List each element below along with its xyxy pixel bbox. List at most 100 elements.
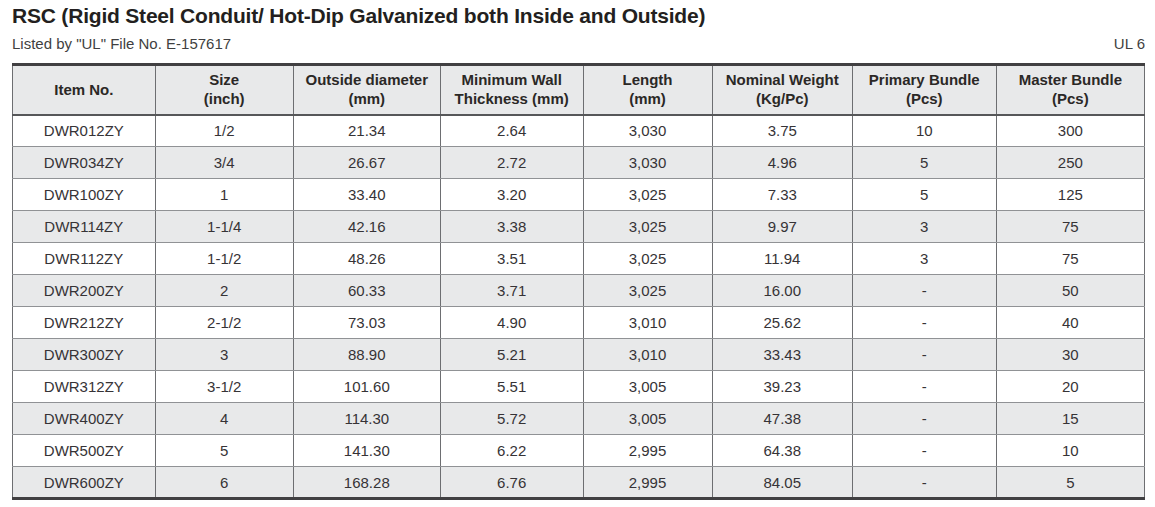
table-row: DWR112ZY 1-1/2 48.26 3.51 3,025 11.94 3 … [13, 243, 1145, 275]
cell-master-bundle: 75 [996, 211, 1144, 243]
cell-size: 6 [155, 467, 293, 499]
cell-outside-diameter: 33.40 [293, 179, 440, 211]
cell-item-no: DWR200ZY [13, 275, 156, 307]
cell-length: 2,995 [583, 467, 712, 499]
cell-outside-diameter: 42.16 [293, 211, 440, 243]
cell-nominal-weight: 47.38 [712, 403, 852, 435]
cell-primary-bundle: - [852, 371, 996, 403]
cell-primary-bundle: 10 [852, 115, 996, 147]
cell-nominal-weight: 11.94 [712, 243, 852, 275]
cell-nominal-weight: 4.96 [712, 147, 852, 179]
table-row: DWR012ZY 1/2 21.34 2.64 3,030 3.75 10 30… [13, 115, 1145, 147]
cell-item-no: DWR312ZY [13, 371, 156, 403]
cell-primary-bundle: - [852, 467, 996, 499]
cell-nominal-weight: 7.33 [712, 179, 852, 211]
cell-outside-diameter: 141.30 [293, 435, 440, 467]
cell-master-bundle: 75 [996, 243, 1144, 275]
cell-length: 3,010 [583, 339, 712, 371]
table-row: DWR600ZY 6 168.28 6.76 2,995 84.05 - 5 [13, 467, 1145, 499]
col-header-item-no: Item No. [13, 65, 156, 115]
cell-wall-thickness: 6.22 [440, 435, 583, 467]
cell-wall-thickness: 4.90 [440, 307, 583, 339]
cell-outside-diameter: 88.90 [293, 339, 440, 371]
table-row: DWR212ZY 2-1/2 73.03 4.90 3,010 25.62 - … [13, 307, 1145, 339]
cell-item-no: DWR112ZY [13, 243, 156, 275]
cell-length: 3,030 [583, 115, 712, 147]
col-header-master-bundle: Master Bundle (Pcs) [996, 65, 1144, 115]
cell-size: 1-1/2 [155, 243, 293, 275]
cell-nominal-weight: 33.43 [712, 339, 852, 371]
col-header-outside-diameter: Outside diameter (mm) [293, 65, 440, 115]
cell-primary-bundle: - [852, 307, 996, 339]
cell-primary-bundle: - [852, 275, 996, 307]
cell-length: 3,025 [583, 275, 712, 307]
cell-wall-thickness: 3.38 [440, 211, 583, 243]
conduit-spec-table: Item No. Size (inch) Outside diameter (m… [12, 63, 1145, 500]
cell-size: 1-1/4 [155, 211, 293, 243]
cell-length: 3,030 [583, 147, 712, 179]
table-row: DWR034ZY 3/4 26.67 2.72 3,030 4.96 5 250 [13, 147, 1145, 179]
cell-size: 5 [155, 435, 293, 467]
cell-wall-thickness: 2.72 [440, 147, 583, 179]
cell-outside-diameter: 21.34 [293, 115, 440, 147]
standard-reference: UL 6 [1114, 35, 1145, 52]
cell-wall-thickness: 3.20 [440, 179, 583, 211]
cell-master-bundle: 250 [996, 147, 1144, 179]
cell-length: 2,995 [583, 435, 712, 467]
cell-outside-diameter: 168.28 [293, 467, 440, 499]
cell-nominal-weight: 25.62 [712, 307, 852, 339]
cell-size: 3/4 [155, 147, 293, 179]
cell-wall-thickness: 5.72 [440, 403, 583, 435]
cell-length: 3,005 [583, 403, 712, 435]
cell-nominal-weight: 3.75 [712, 115, 852, 147]
cell-nominal-weight: 16.00 [712, 275, 852, 307]
cell-wall-thickness: 5.51 [440, 371, 583, 403]
cell-wall-thickness: 3.51 [440, 243, 583, 275]
cell-length: 3,025 [583, 211, 712, 243]
cell-master-bundle: 5 [996, 467, 1144, 499]
cell-wall-thickness: 3.71 [440, 275, 583, 307]
cell-wall-thickness: 5.21 [440, 339, 583, 371]
table-row: DWR114ZY 1-1/4 42.16 3.38 3,025 9.97 3 7… [13, 211, 1145, 243]
cell-item-no: DWR034ZY [13, 147, 156, 179]
col-header-wall-thickness: Minimum Wall Thickness (mm) [440, 65, 583, 115]
cell-item-no: DWR212ZY [13, 307, 156, 339]
cell-master-bundle: 20 [996, 371, 1144, 403]
table-row: DWR100ZY 1 33.40 3.20 3,025 7.33 5 125 [13, 179, 1145, 211]
cell-item-no: DWR012ZY [13, 115, 156, 147]
subtitle-row: Listed by "UL" File No. E-157617 UL 6 [12, 35, 1145, 52]
cell-master-bundle: 15 [996, 403, 1144, 435]
cell-length: 3,025 [583, 179, 712, 211]
cell-master-bundle: 10 [996, 435, 1144, 467]
cell-outside-diameter: 60.33 [293, 275, 440, 307]
cell-nominal-weight: 39.23 [712, 371, 852, 403]
cell-primary-bundle: 5 [852, 179, 996, 211]
col-header-nominal-weight: Nominal Weight (Kg/Pc) [712, 65, 852, 115]
table-row: DWR200ZY 2 60.33 3.71 3,025 16.00 - 50 [13, 275, 1145, 307]
cell-length: 3,025 [583, 243, 712, 275]
cell-size: 1 [155, 179, 293, 211]
cell-primary-bundle: 3 [852, 243, 996, 275]
cell-size: 3 [155, 339, 293, 371]
table-row: DWR300ZY 3 88.90 5.21 3,010 33.43 - 30 [13, 339, 1145, 371]
cell-size: 4 [155, 403, 293, 435]
cell-outside-diameter: 114.30 [293, 403, 440, 435]
cell-outside-diameter: 48.26 [293, 243, 440, 275]
page-title: RSC (Rigid Steel Conduit/ Hot-Dip Galvan… [12, 4, 1145, 28]
cell-outside-diameter: 73.03 [293, 307, 440, 339]
cell-size: 3-1/2 [155, 371, 293, 403]
cell-size: 2-1/2 [155, 307, 293, 339]
cell-item-no: DWR100ZY [13, 179, 156, 211]
cell-item-no: DWR114ZY [13, 211, 156, 243]
cell-primary-bundle: 3 [852, 211, 996, 243]
cell-length: 3,010 [583, 307, 712, 339]
cell-primary-bundle: - [852, 435, 996, 467]
cell-size: 2 [155, 275, 293, 307]
cell-item-no: DWR500ZY [13, 435, 156, 467]
catalog-page: RSC (Rigid Steel Conduit/ Hot-Dip Galvan… [0, 0, 1155, 500]
cell-master-bundle: 40 [996, 307, 1144, 339]
cell-item-no: DWR300ZY [13, 339, 156, 371]
col-header-length: Length (mm) [583, 65, 712, 115]
col-header-size: Size (inch) [155, 65, 293, 115]
cell-item-no: DWR400ZY [13, 403, 156, 435]
